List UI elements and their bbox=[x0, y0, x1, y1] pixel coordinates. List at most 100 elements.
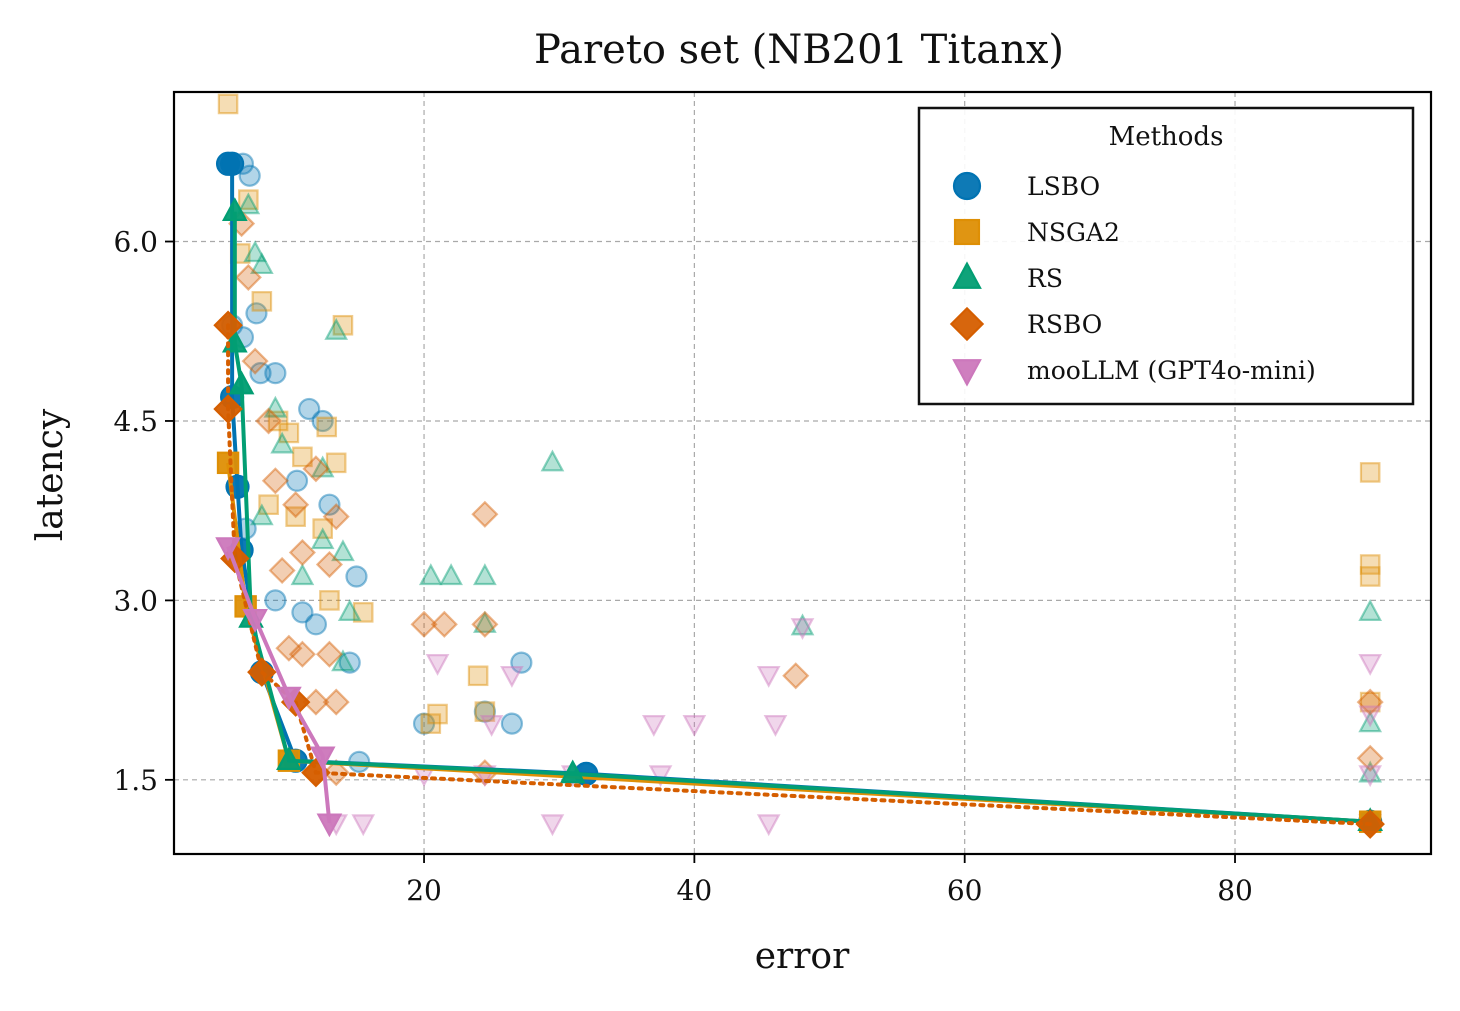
data-point bbox=[1356, 688, 1384, 716]
series-nsga2-points bbox=[217, 93, 1381, 833]
data-point bbox=[337, 599, 362, 621]
front-point bbox=[221, 197, 248, 221]
series-rsbo-front bbox=[213, 310, 1385, 839]
data-point bbox=[473, 700, 496, 723]
data-point bbox=[255, 407, 283, 435]
data-point bbox=[267, 410, 289, 432]
data-point bbox=[332, 314, 354, 336]
front-point bbox=[220, 151, 245, 176]
y-axis-ticks: 1.5 3.0 4.5 6.0 bbox=[113, 226, 174, 797]
data-point bbox=[250, 252, 274, 275]
data-point bbox=[264, 589, 287, 612]
data-point bbox=[238, 189, 259, 210]
data-point bbox=[648, 765, 673, 788]
data-point bbox=[439, 563, 463, 586]
data-point bbox=[302, 455, 330, 483]
legend-marker bbox=[952, 261, 982, 289]
y-tick-label: 4.5 bbox=[113, 405, 158, 438]
data-point bbox=[322, 503, 350, 531]
data-point bbox=[238, 164, 261, 187]
data-point bbox=[471, 500, 499, 528]
data-point bbox=[425, 654, 450, 676]
data-point bbox=[318, 493, 341, 516]
data-point bbox=[500, 665, 524, 688]
legend-item: RS bbox=[952, 261, 1063, 293]
x-tick-label: 80 bbox=[1217, 874, 1253, 907]
data-point bbox=[1358, 710, 1383, 733]
front-point bbox=[215, 537, 241, 561]
data-point bbox=[1358, 765, 1383, 788]
series-line bbox=[226, 462, 1371, 824]
front-point bbox=[216, 451, 240, 475]
x-tick-label: 40 bbox=[677, 874, 713, 907]
data-point bbox=[540, 814, 565, 837]
data-point bbox=[331, 539, 355, 562]
data-point bbox=[311, 409, 334, 433]
data-point bbox=[268, 556, 296, 585]
data-point bbox=[420, 713, 442, 734]
x-axis-label: error bbox=[755, 936, 850, 977]
front-point bbox=[242, 608, 268, 633]
data-point bbox=[290, 563, 315, 586]
y-axis-label: latency bbox=[30, 408, 71, 541]
legend-label: NSGA2 bbox=[1027, 218, 1120, 247]
data-point bbox=[1359, 462, 1381, 483]
data-point bbox=[479, 715, 504, 737]
data-point bbox=[782, 662, 810, 690]
data-point bbox=[756, 665, 781, 688]
data-point bbox=[234, 263, 262, 291]
legend-label: LSBO bbox=[1027, 172, 1100, 201]
y-tick-label: 6.0 bbox=[113, 226, 158, 259]
data-point bbox=[310, 455, 335, 478]
legend-marker bbox=[952, 359, 982, 387]
data-point bbox=[285, 469, 309, 492]
data-point bbox=[278, 422, 300, 444]
legend-label: RSBO bbox=[1027, 310, 1102, 339]
data-point bbox=[756, 814, 781, 837]
data-point bbox=[245, 302, 268, 325]
data-point bbox=[236, 192, 261, 215]
legend-marker bbox=[949, 306, 985, 342]
data-point bbox=[1358, 705, 1383, 728]
data-point bbox=[316, 416, 338, 438]
front-point bbox=[276, 686, 302, 711]
data-point bbox=[270, 431, 294, 454]
data-point bbox=[467, 665, 489, 687]
data-point bbox=[261, 467, 289, 495]
legend-label: mooLLM (GPT4o-mini) bbox=[1027, 356, 1316, 385]
data-point bbox=[427, 703, 448, 725]
series-moollm-gpt4o-mini-front bbox=[215, 537, 343, 838]
front-point bbox=[213, 310, 243, 341]
data-point bbox=[1358, 760, 1383, 783]
data-point bbox=[315, 550, 343, 579]
data-point bbox=[241, 347, 269, 375]
data-point bbox=[790, 618, 815, 641]
data-point bbox=[1359, 691, 1381, 713]
data-point bbox=[322, 688, 350, 716]
data-point bbox=[682, 715, 707, 737]
data-point bbox=[338, 651, 361, 674]
data-point bbox=[471, 610, 499, 638]
x-axis-ticks: 20 40 60 80 bbox=[406, 854, 1253, 907]
data-point bbox=[1358, 654, 1383, 676]
data-point bbox=[510, 651, 533, 674]
data-point bbox=[288, 640, 316, 668]
data-point bbox=[1356, 744, 1384, 772]
data-point bbox=[410, 610, 438, 638]
legend-item: mooLLM (GPT4o-mini) bbox=[952, 356, 1316, 387]
data-point bbox=[282, 491, 310, 519]
front-point bbox=[309, 746, 336, 771]
legend-label: RS bbox=[1027, 264, 1063, 293]
data-point bbox=[500, 712, 524, 735]
y-tick-label: 1.5 bbox=[113, 764, 158, 797]
front-point bbox=[276, 746, 302, 771]
data-point bbox=[249, 362, 272, 385]
legend: Methods LSBO NSGA2 RS RSBO mooLLM (GPT4o-min… bbox=[917, 106, 1415, 406]
data-point bbox=[324, 317, 349, 340]
data-point bbox=[288, 538, 316, 567]
legend-title: Methods bbox=[1109, 122, 1224, 152]
series-moollm-gpt4o-mini-points bbox=[310, 618, 1383, 837]
legend-frame bbox=[917, 106, 1415, 406]
data-point bbox=[285, 506, 306, 527]
data-point bbox=[315, 640, 343, 668]
